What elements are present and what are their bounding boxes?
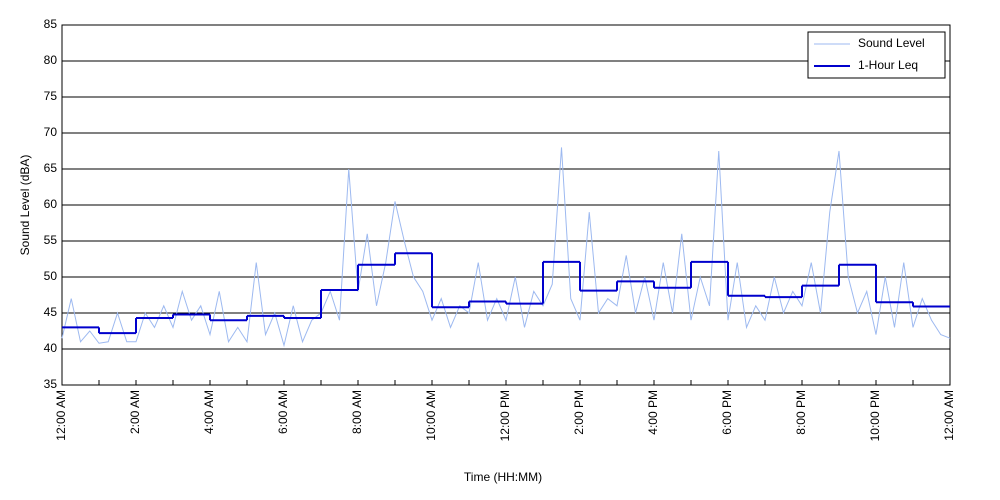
x-tick-label: 8:00 PM xyxy=(794,390,808,435)
x-tick-label: 6:00 AM xyxy=(276,390,290,434)
y-tick-label: 40 xyxy=(44,341,58,355)
legend-label: Sound Level xyxy=(858,36,925,50)
y-tick-label: 50 xyxy=(44,269,58,283)
plot-frame xyxy=(61,24,951,386)
x-tick-label: 12:00 AM xyxy=(54,390,68,441)
x-tick-label: 8:00 AM xyxy=(350,390,364,434)
y-tick-label: 55 xyxy=(44,233,58,247)
x-tick-label: 12:00 AM xyxy=(942,390,956,441)
y-tick-label: 70 xyxy=(44,125,58,139)
x-tick-label: 12:00 PM xyxy=(498,390,512,441)
y-tick-label: 80 xyxy=(44,53,58,67)
y-tick-label: 75 xyxy=(44,89,58,103)
y-tick-label: 35 xyxy=(44,377,58,391)
x-tick-label: 10:00 PM xyxy=(868,390,882,441)
y-axis-title: Sound Level (dBA) xyxy=(18,155,32,256)
x-tick-label: 2:00 AM xyxy=(128,390,142,434)
x-tick-label: 4:00 AM xyxy=(202,390,216,434)
x-tick-label: 2:00 PM xyxy=(572,390,586,435)
x-tick-label: 4:00 PM xyxy=(646,390,660,435)
x-tick-label: 6:00 PM xyxy=(720,390,734,435)
y-tick-label: 60 xyxy=(44,197,58,211)
y-tick-label: 45 xyxy=(44,305,58,319)
y-tick-label: 65 xyxy=(44,161,58,175)
legend-label: 1-Hour Leq xyxy=(858,58,918,72)
y-tick-label: 85 xyxy=(44,17,58,31)
x-axis-title: Time (HH:MM) xyxy=(464,470,542,484)
legend-box xyxy=(807,31,946,79)
sound-level-line xyxy=(61,147,951,348)
x-tick-label: 10:00 AM xyxy=(424,390,438,441)
